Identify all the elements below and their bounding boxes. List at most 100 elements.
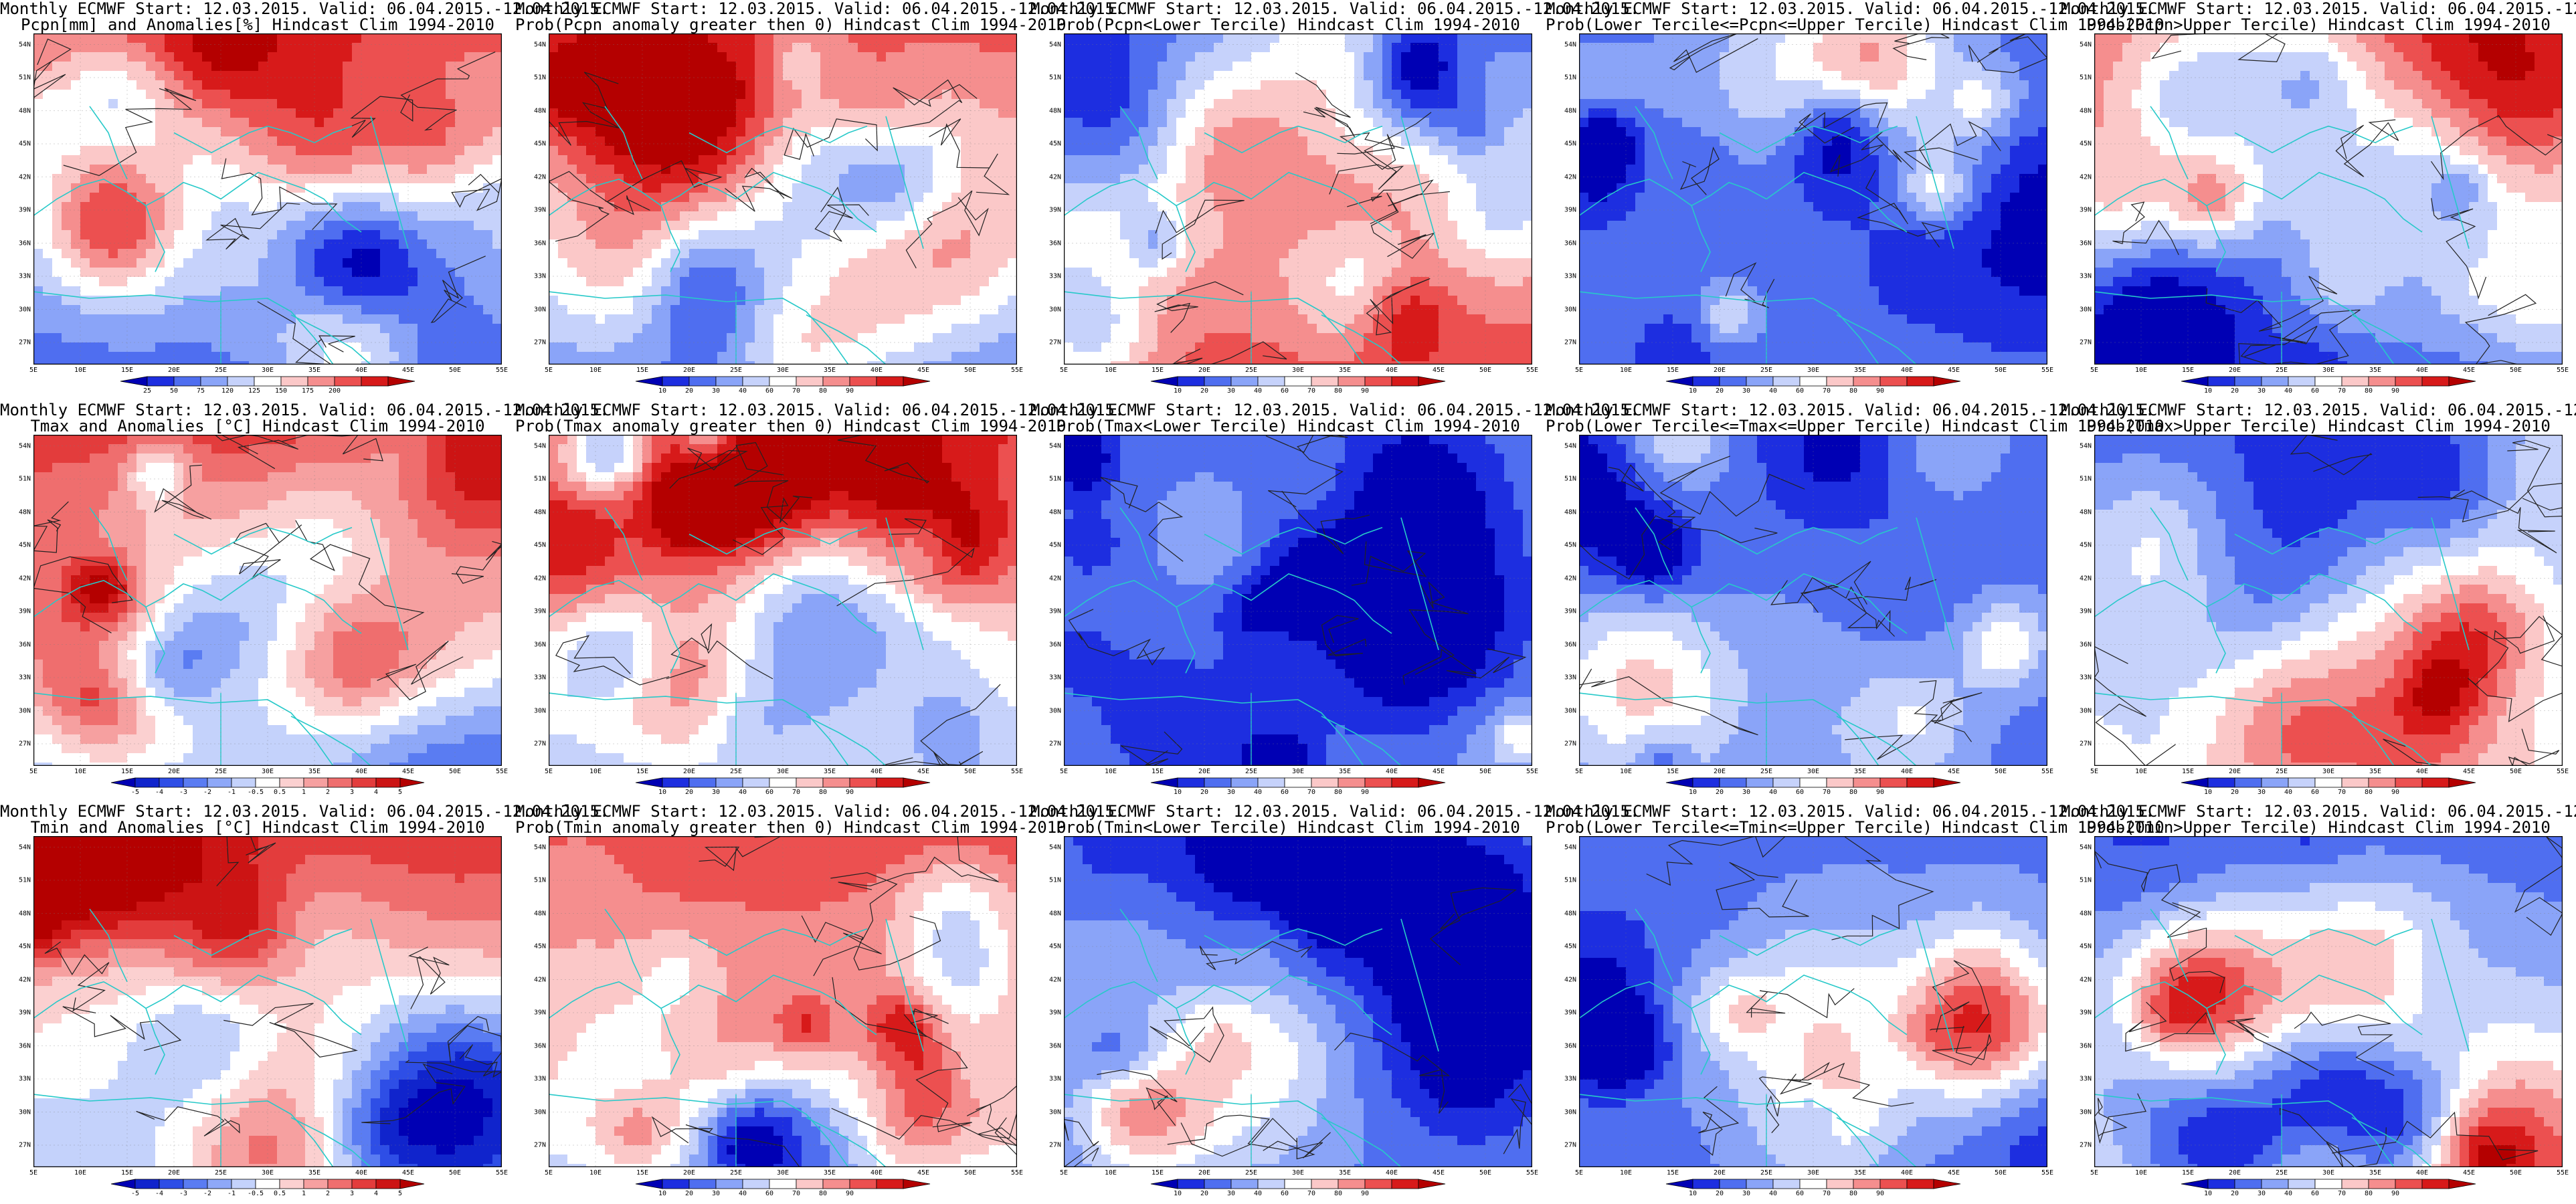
latitude-tick-label: 45N — [534, 140, 546, 148]
longitude-tick-label: 45E — [1948, 367, 1960, 374]
longitude-tick-label: 30E — [2322, 367, 2334, 374]
map-field — [33, 33, 502, 365]
longitude-tick-label: 25E — [1760, 1169, 1772, 1177]
latitude-tick-label: 30N — [1049, 707, 1061, 714]
longitude-tick-label: 5E — [29, 367, 37, 374]
longitude-tick-label: 30E — [262, 768, 274, 775]
colorbar-tick-label: 20 — [1716, 387, 1724, 395]
colorbar-tick-label: 1 — [302, 789, 306, 796]
longitude-tick-label: 45E — [1948, 1169, 1960, 1177]
longitude-tick-label: 20E — [1198, 768, 1210, 775]
colorbar-tick-label: 10 — [1174, 1190, 1182, 1197]
colorbar-tick-label: -3 — [179, 1190, 187, 1197]
latitude-tick-label: 42N — [1564, 575, 1576, 582]
forecast-panel-tmax-up: Monthly ECMWF Start: 12.03.2015. Valid: … — [2061, 401, 2576, 803]
panel-title-line1: Monthly ECMWF Start: 12.03.2015. Valid: … — [2061, 803, 2576, 820]
colorbar-tick-label: 20 — [1200, 1190, 1208, 1197]
latitude-tick-label: 42N — [19, 976, 31, 983]
longitude-tick-label: 25E — [215, 367, 227, 374]
longitude-labels: 5E 10E 15E 20E 25E 30E 35E 40E 45E 50E 55E — [545, 1169, 1023, 1179]
colorbar-tick-label: 70 — [1823, 1190, 1831, 1197]
colorbar-tick-label: 30 — [1227, 387, 1235, 395]
colorbar-tick-label: 30 — [1227, 789, 1235, 796]
colorbar-tick-label: 10 — [1689, 387, 1697, 395]
panel-title-line2: Prob(Tmax>Upper Tercile) Hindcast Clim 1… — [2061, 417, 2576, 435]
latitude-tick-label: 42N — [1049, 173, 1061, 181]
colorbar-tick-label: 60 — [765, 387, 773, 395]
longitude-tick-label: 5E — [29, 768, 37, 775]
panel-title-line2: Prob(Lower Tercile<=Tmax<=Upper Tercile)… — [1546, 417, 2165, 435]
colorbar: -5 -4 -3 -2 -1 -0.5 0.5 1 2 3 4 5 — [110, 1179, 425, 1197]
longitude-tick-label: 10E — [589, 768, 602, 775]
map-field — [2094, 836, 2563, 1167]
latitude-tick-label: 45N — [534, 943, 546, 950]
colorbar-tick-label: 50 — [170, 387, 178, 395]
longitude-tick-label: 30E — [777, 1169, 789, 1177]
colorbar-tick-label: 60 — [1796, 789, 1804, 796]
forecast-panel-pcpn-anom: Monthly ECMWF Start: 12.03.2015. Valid: … — [0, 0, 609, 401]
colorbar-tick-label: 70 — [792, 789, 800, 796]
map-plot — [549, 33, 1017, 365]
latitude-tick-label: 45N — [534, 542, 546, 549]
colorbar-tick-label: 40 — [739, 387, 747, 395]
longitude-tick-label: 50E — [964, 768, 976, 775]
latitude-tick-label: 45N — [1564, 943, 1576, 950]
longitude-tick-label: 55E — [496, 768, 508, 775]
latitude-labels: 54N 51N 48N 45N 42N 39N 36N 33N 30N 27N — [2070, 836, 2094, 1167]
colorbar: 10 20 30 40 60 70 80 90 — [1150, 1179, 1446, 1197]
colorbar-tick-label: 4 — [374, 789, 378, 796]
panel-title-line2: Prob(Lower Tercile<=Pcpn<=Upper Tercile)… — [1546, 16, 2165, 33]
colorbar-tick-label: 90 — [1876, 1190, 1884, 1197]
colorbar-tick-label: 20 — [2231, 789, 2239, 796]
latitude-labels: 54N 51N 48N 45N 42N 39N 36N 33N 30N 27N — [9, 435, 33, 766]
longitude-tick-label: 50E — [964, 367, 976, 374]
longitude-tick-label: 15E — [121, 768, 133, 775]
latitude-tick-label: 36N — [534, 1042, 546, 1049]
latitude-tick-label: 30N — [1049, 306, 1061, 313]
latitude-tick-label: 27N — [19, 740, 31, 748]
colorbar-tick-label: 5 — [398, 1190, 402, 1197]
longitude-tick-label: 25E — [1760, 367, 1772, 374]
colorbar-tick-label: 20 — [685, 789, 693, 796]
longitude-tick-label: 30E — [1292, 367, 1304, 374]
longitude-tick-label: 15E — [1152, 367, 1164, 374]
latitude-tick-label: 45N — [19, 140, 31, 148]
colorbar-tick-label: 70 — [1307, 789, 1315, 796]
colorbar-tick-label: 10 — [2204, 1190, 2212, 1197]
latitude-tick-label: 33N — [19, 1076, 31, 1083]
latitude-tick-label: 42N — [1564, 173, 1576, 181]
latitude-tick-label: 42N — [1049, 976, 1061, 983]
longitude-tick-label: 35E — [2369, 1169, 2381, 1177]
map-field — [549, 33, 1017, 365]
panel-title-line2: Tmax and Anomalies [°C] Hindcast Clim 19… — [0, 417, 515, 435]
colorbar-tick-label: 70 — [1307, 1190, 1315, 1197]
latitude-tick-label: 39N — [534, 608, 546, 615]
latitude-tick-label: 33N — [1049, 273, 1061, 280]
longitude-tick-label: 25E — [1245, 1169, 1257, 1177]
colorbar-tick-label: -3 — [179, 789, 187, 796]
latitude-labels: 54N 51N 48N 45N 42N 39N 36N 33N 30N 27N — [1040, 836, 1064, 1167]
forecast-panel-tmin-up: Monthly ECMWF Start: 12.03.2015. Valid: … — [2061, 803, 2576, 1204]
longitude-tick-label: 40E — [870, 768, 883, 775]
map-plot — [1064, 435, 1532, 766]
longitude-tick-label: 50E — [1479, 768, 1491, 775]
latitude-tick-label: 39N — [1564, 207, 1576, 214]
colorbar: 25 50 75 120 125 150 175 200 — [120, 376, 416, 395]
longitude-tick-label: 35E — [1339, 1169, 1351, 1177]
latitude-labels: 54N 51N 48N 45N 42N 39N 36N 33N 30N 27N — [2070, 33, 2094, 365]
colorbar-tick-label: 90 — [1361, 789, 1369, 796]
longitude-tick-label: 55E — [1526, 367, 1538, 374]
latitude-tick-label: 33N — [19, 273, 31, 280]
latitude-tick-label: 42N — [534, 173, 546, 181]
longitude-tick-label: 10E — [1105, 367, 1117, 374]
colorbar-tick-label: 80 — [1849, 387, 1857, 395]
longitude-tick-label: 40E — [2416, 1169, 2428, 1177]
colorbar-tick-label: 40 — [1769, 387, 1777, 395]
colorbar-tick-label: 60 — [1281, 387, 1289, 395]
longitude-tick-label: 50E — [2510, 1169, 2522, 1177]
colorbar-tick-label: 80 — [1334, 1190, 1342, 1197]
longitude-tick-label: 35E — [824, 1169, 836, 1177]
latitude-tick-label: 33N — [19, 674, 31, 682]
latitude-tick-label: 42N — [1049, 575, 1061, 582]
latitude-tick-label: 27N — [19, 1142, 31, 1149]
